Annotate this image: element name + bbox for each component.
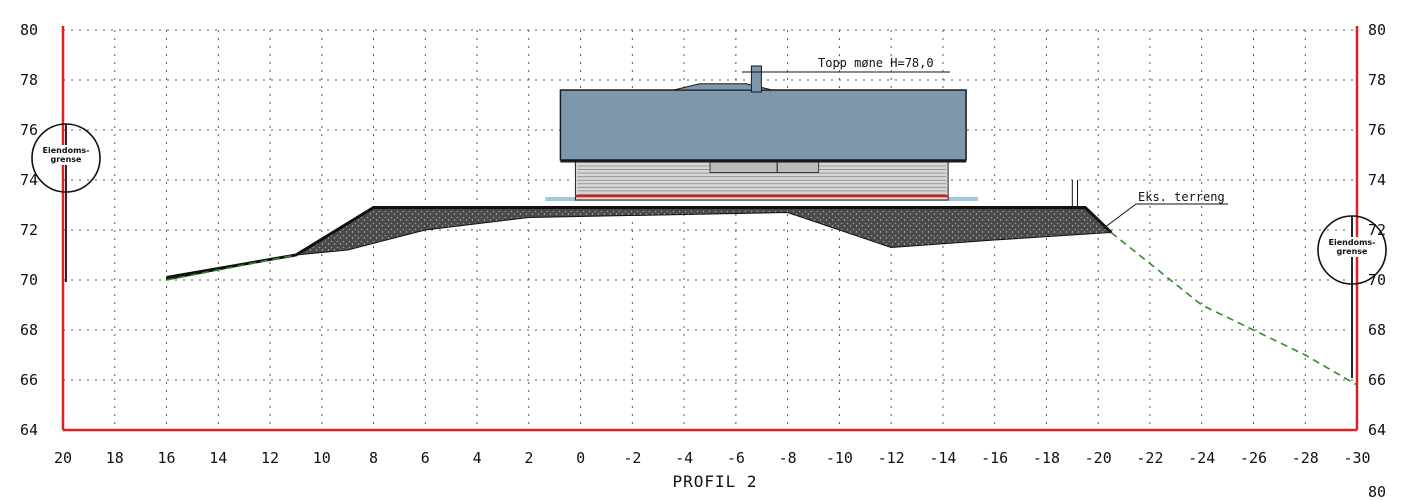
boundary-marker-left: Eiendoms- grense	[31, 123, 101, 282]
y-tick-label-right: 76	[1368, 121, 1386, 139]
x-tick-label: -6	[727, 449, 745, 467]
boundary-marker-right: Eiendoms- grense	[1317, 215, 1387, 378]
existing-terrain-left	[166, 254, 297, 281]
x-tick-label: -16	[981, 449, 1008, 467]
y-tick-label-left: 76	[20, 121, 38, 139]
x-tick-label: 10	[313, 449, 331, 467]
existing-terrain-right	[1110, 231, 1358, 386]
ridge-annotation: Topp møne H=78,0	[742, 56, 950, 73]
y-tick-label-left: 80	[20, 21, 38, 39]
x-tick-label: 0	[576, 449, 585, 467]
y-tick-label-right: 78	[1368, 71, 1386, 89]
x-tick-label: -2	[623, 449, 641, 467]
x-tick-label: 6	[421, 449, 430, 467]
profile-title: PROFIL 2	[672, 472, 757, 491]
boundary-right-line2: grense	[1337, 247, 1369, 256]
drawing-frame	[61, 26, 1359, 432]
y-tick-label-right: 80	[1368, 21, 1386, 39]
y-tick-label-left: 72	[20, 221, 38, 239]
y-tick-label-left: 66	[20, 371, 38, 389]
x-tick-label: -12	[878, 449, 905, 467]
x-tick-label: 14	[209, 449, 227, 467]
y-tick-label-right: 70	[1368, 271, 1386, 289]
y-tick-label-right: 74	[1368, 171, 1386, 189]
x-tick-label: 16	[157, 449, 175, 467]
x-tick-label: -20	[1085, 449, 1112, 467]
x-tick-label: -18	[1033, 449, 1060, 467]
y-tick-label-right: 64	[1368, 421, 1386, 439]
finished-grade-line	[166, 206, 1113, 279]
x-tick-label: -30	[1343, 449, 1370, 467]
y-tick-label-right: 68	[1368, 321, 1386, 339]
roof-ridge-bump	[673, 83, 773, 91]
terrain-label: Eks. terreng	[1138, 190, 1225, 204]
x-tick-label: -10	[826, 449, 853, 467]
y-tick-label-left: 74	[20, 171, 38, 189]
terrain-leader-line	[1103, 203, 1137, 229]
x-tick-label: -14	[929, 449, 956, 467]
boundary-left-line2: grense	[51, 155, 83, 164]
corner-label: 80	[1368, 483, 1386, 500]
x-tick-label: 18	[106, 449, 124, 467]
x-tick-label: -24	[1188, 449, 1215, 467]
y-tick-label-left: 64	[20, 421, 38, 439]
terrain-profile	[166, 180, 1358, 386]
x-tick-label: -26	[1240, 449, 1267, 467]
x-tick-labels: 20 18 16 14 12 10 8 6 4 2 0 -2 -4 -6 -8 -10 -12 -14 -16 -18…	[54, 449, 1371, 467]
fill-mass	[166, 207, 1113, 281]
y-tick-label-right: 66	[1368, 371, 1386, 389]
x-tick-label: -22	[1136, 449, 1163, 467]
boundary-left-line1: Eiendoms-	[43, 146, 90, 155]
y-tick-label-left: 78	[20, 71, 38, 89]
boundary-right-line1: Eiendoms-	[1329, 238, 1376, 247]
building-section	[545, 65, 979, 201]
chimney	[750, 65, 762, 93]
x-tick-label: -28	[1292, 449, 1319, 467]
x-tick-label: 12	[261, 449, 279, 467]
ridge-height-label: Topp møne H=78,0	[818, 56, 934, 70]
roof	[559, 89, 967, 161]
x-tick-label: 20	[54, 449, 72, 467]
terrain-annotation: Eks. terreng	[1103, 190, 1228, 229]
x-tick-label: -4	[675, 449, 693, 467]
x-tick-label: 2	[524, 449, 533, 467]
y-tick-label-left: 68	[20, 321, 38, 339]
y-tick-label-left: 70	[20, 271, 38, 289]
x-tick-label: 8	[369, 449, 378, 467]
x-tick-label: 4	[473, 449, 482, 467]
x-tick-label: -8	[779, 449, 797, 467]
